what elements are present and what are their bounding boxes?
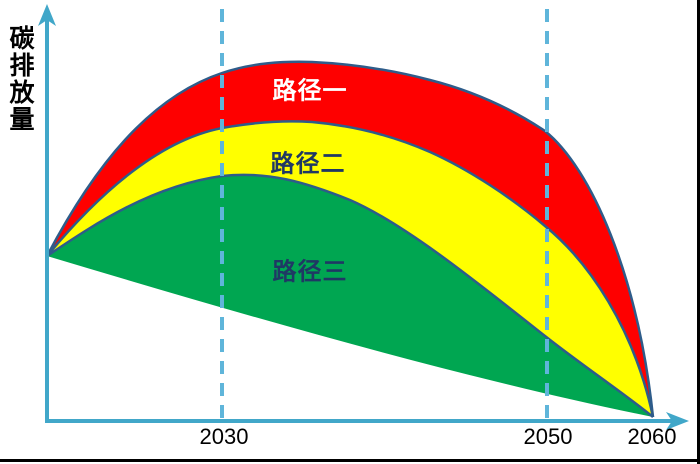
curve-path1-top — [45, 60, 655, 418]
x-tick-2030: 2030 — [199, 424, 249, 449]
area-path1 — [47, 61, 653, 417]
area-path3 — [47, 174, 653, 417]
y-axis-title: 碳排放量 — [9, 25, 35, 134]
screenshot-right-border — [697, 0, 700, 464]
screenshot-bottom-border — [0, 459, 700, 462]
series-label-path3: 路径三 — [272, 258, 348, 286]
x-axis-arrow-icon — [666, 412, 689, 430]
x-tick-2060: 2060 — [627, 424, 677, 449]
series-label-path1: 路径一 — [272, 77, 348, 105]
x-tick-2050: 2050 — [523, 424, 573, 449]
y-axis-arrow-icon — [38, 4, 56, 26]
curve-path3-top — [46, 173, 654, 418]
area-path2 — [47, 121, 653, 417]
series-label-path2: 路径二 — [270, 150, 346, 178]
curve-path2-top — [46, 120, 655, 418]
